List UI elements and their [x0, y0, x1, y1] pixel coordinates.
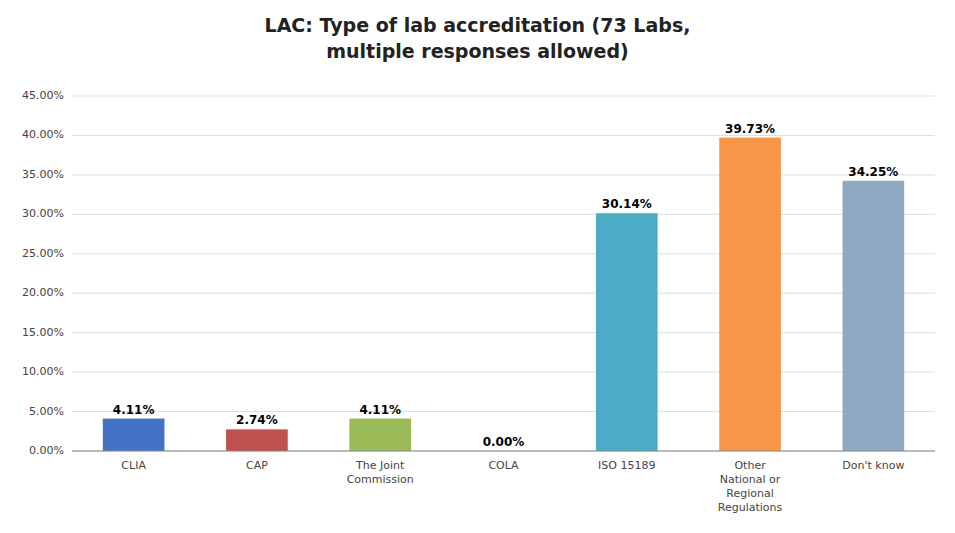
bar	[103, 419, 165, 451]
data-label: 4.11%	[113, 403, 155, 417]
grid-line	[72, 411, 935, 412]
x-tick-label: CLIA	[121, 459, 146, 472]
bar	[596, 213, 658, 451]
y-tick-label: 10.00%	[22, 365, 64, 378]
y-tick-label: 45.00%	[22, 89, 64, 102]
grid	[72, 96, 935, 451]
bar	[349, 419, 411, 451]
grid-line	[72, 135, 935, 136]
grid-line	[72, 372, 935, 373]
y-tick-label: 5.00%	[29, 405, 64, 418]
data-label: 39.73%	[725, 122, 775, 136]
bar	[843, 181, 905, 451]
data-label: 34.25%	[848, 165, 898, 179]
chart: LAC: Type of lab accreditation (73 Labs,…	[0, 0, 955, 533]
y-tick-label: 0.00%	[29, 444, 64, 457]
data-label: 4.11%	[359, 403, 401, 417]
x-tick-label: CAP	[246, 459, 268, 472]
grid-line	[72, 253, 935, 254]
x-tick-label: COLA	[488, 459, 519, 472]
x-tick-label: Don't know	[842, 459, 904, 472]
title: LAC: Type of lab accreditation (73 Labs,…	[265, 14, 691, 62]
y-tick-label: 30.00%	[22, 207, 64, 220]
y-tick-label: 40.00%	[22, 128, 64, 141]
grid-line	[72, 332, 935, 333]
y-tick-label: 20.00%	[22, 286, 64, 299]
bar	[719, 138, 781, 451]
bars	[103, 138, 904, 451]
data-label: 2.74%	[236, 413, 278, 427]
x-tick-label: OtherNational orRegionalRegulations	[718, 459, 783, 514]
data-label: 0.00%	[483, 435, 525, 449]
x-axis-line	[72, 451, 935, 452]
bar	[226, 429, 288, 451]
data-label: 30.14%	[602, 197, 652, 211]
y-tick-label: 15.00%	[22, 326, 64, 339]
grid-line	[72, 174, 935, 175]
x-tick-label: ISO 15189	[598, 459, 655, 472]
grid-line	[72, 451, 935, 452]
grid-line	[72, 214, 935, 215]
y-tick-label: 25.00%	[22, 247, 64, 260]
grid-line	[72, 293, 935, 294]
grid-line	[72, 96, 935, 97]
y-tick-label: 35.00%	[22, 168, 64, 181]
x-tick-label: The JointCommission	[347, 459, 414, 486]
